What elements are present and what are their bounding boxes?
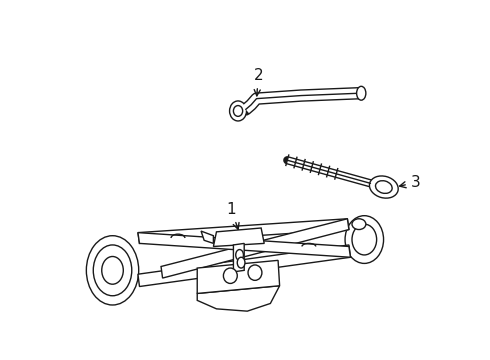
Polygon shape [201, 231, 214, 243]
Ellipse shape [248, 265, 262, 280]
Polygon shape [197, 260, 280, 293]
Ellipse shape [102, 256, 123, 284]
Ellipse shape [93, 245, 132, 296]
Text: 3: 3 [400, 175, 420, 190]
Ellipse shape [237, 257, 245, 268]
Ellipse shape [357, 86, 366, 100]
Ellipse shape [352, 224, 377, 255]
Ellipse shape [229, 101, 246, 121]
Ellipse shape [369, 176, 398, 198]
Ellipse shape [233, 105, 243, 116]
Polygon shape [233, 243, 244, 272]
Polygon shape [214, 228, 264, 247]
Polygon shape [138, 219, 349, 243]
Polygon shape [138, 245, 350, 287]
Text: 2: 2 [253, 68, 263, 96]
Polygon shape [138, 233, 350, 257]
Ellipse shape [345, 216, 384, 264]
Ellipse shape [236, 249, 244, 260]
Text: 1: 1 [226, 202, 239, 229]
Polygon shape [161, 219, 349, 278]
Ellipse shape [375, 181, 392, 193]
Ellipse shape [352, 219, 366, 230]
Ellipse shape [86, 236, 139, 305]
Polygon shape [197, 286, 280, 311]
Ellipse shape [223, 268, 237, 283]
